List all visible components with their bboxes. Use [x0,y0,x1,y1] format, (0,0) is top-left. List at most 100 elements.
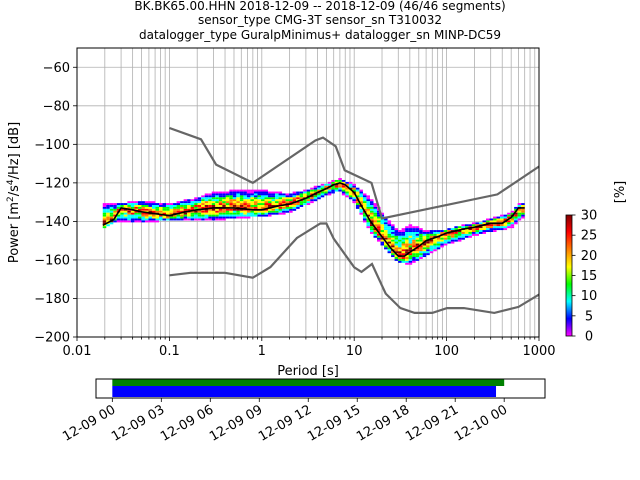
psd-cell [253,214,258,217]
psd-cell [113,203,117,206]
psd-cell [419,251,423,254]
psd-cell [134,218,138,221]
psd-cell [250,189,254,192]
psd-cell [166,218,170,221]
psd-cell [123,210,128,213]
psd-cell [106,224,110,227]
psd-cell [148,218,152,221]
psd-cell [394,237,399,240]
psd-cell [229,216,233,219]
psd-cell [345,195,349,198]
psd-cell [355,205,360,207]
psd-cell [201,218,205,221]
psd-cell [503,228,508,231]
plot-frame [76,47,540,338]
psd-cell [190,205,195,207]
psd-cell [109,212,114,215]
psd-cell [215,214,219,217]
psd-cell [166,206,170,209]
psd-cell [137,220,142,223]
psd-cell [507,222,511,225]
psd-cell [201,206,205,209]
psd-cell [278,191,283,194]
psd-cell [282,201,286,204]
psd-cell [331,181,335,184]
psd-cell [454,237,458,240]
psd-cell [352,197,356,200]
psd-cell [401,253,406,256]
psd-cell [246,214,251,217]
psd-cell [419,230,423,232]
psd-cell [443,241,448,244]
psd-cell [443,237,448,240]
psd-cell [394,249,399,252]
psd-cell [391,235,395,238]
psd-cell [225,208,230,211]
psd-cell [489,230,494,232]
psd-cell [440,237,444,240]
psd-cell [362,212,367,215]
psd-cell [222,216,226,219]
psd-cell [236,201,240,204]
chart-title-line-3: datalogger_type GuralpMinimus+ datalogge… [138,28,502,42]
psd-cell [450,237,455,240]
psd-cell [215,191,219,194]
psd-cell [155,220,160,223]
psd-cell [412,237,416,240]
psd-cell [166,203,170,206]
psd-cell [429,243,434,246]
psd-cell [239,201,244,204]
psd-cell [320,183,325,186]
psd-cell [401,239,406,242]
timeline-tick-label: 12-10 00 [452,402,510,444]
psd-cell [243,193,247,196]
psd-cell [331,191,335,194]
psd-cell [173,214,177,217]
psd-cell [436,231,441,234]
psd-cell [401,251,406,254]
psd-cell [292,191,297,194]
psd-cell [359,193,363,196]
psd-cell [521,212,525,215]
psd-cell [102,210,107,213]
psd-cell [412,258,416,261]
psd-cell [391,243,395,246]
psd-cell [373,216,378,219]
psd-cell [229,193,233,196]
psd-cell [415,251,420,254]
psd-cell [303,193,307,196]
psd-cell [398,230,402,232]
psd-cell [440,239,444,242]
psd-cell [415,247,420,250]
psd-cell [144,205,149,207]
psd-cell [232,208,237,211]
psd-cell [246,197,251,200]
psd-cell [426,243,430,246]
psd-cell [222,210,226,213]
psd-cell [215,201,219,204]
psd-cell [116,214,121,217]
psd-cell [384,222,388,225]
psd-cell [289,210,293,213]
psd-cell [218,203,223,206]
psd-cell [380,226,385,229]
psd-cell [493,216,497,219]
psd-cell [422,239,427,242]
psd-cell [102,222,107,225]
psd-cell [253,206,258,209]
colorbar-tick-label: 25 [581,229,598,244]
psd-cell [260,203,265,206]
psd-cell [415,257,420,259]
psd-cell [348,183,353,186]
psd-cell [303,199,307,202]
y-tick-label: −160 [34,253,70,268]
psd-cell [317,193,321,196]
psd-cell [225,195,230,198]
psd-cell [159,203,163,206]
x-tick-label: 100 [434,344,459,359]
psd-cell [225,191,230,194]
psd-cell [194,205,198,207]
psd-cell [345,193,349,196]
psd-cell [208,195,212,198]
psd-cell [359,191,363,194]
